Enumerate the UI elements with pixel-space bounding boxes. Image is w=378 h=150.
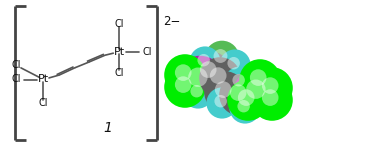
- Text: Pt: Pt: [38, 75, 49, 84]
- Point: [245, 99, 251, 101]
- Point: [237, 81, 243, 83]
- Point: [269, 99, 275, 101]
- Text: 2−: 2−: [163, 15, 181, 28]
- Point: [195, 76, 201, 78]
- Point: [180, 71, 186, 74]
- Point: [195, 92, 201, 94]
- Point: [253, 88, 259, 90]
- Point: [197, 79, 203, 81]
- Point: [241, 105, 247, 107]
- Point: [207, 71, 213, 73]
- Point: [220, 88, 226, 91]
- Point: [267, 96, 273, 99]
- Point: [232, 64, 238, 66]
- Point: [215, 74, 221, 77]
- Point: [219, 57, 225, 59]
- Point: [194, 90, 200, 92]
- Point: [180, 83, 186, 86]
- Point: [219, 102, 225, 104]
- Point: [202, 61, 208, 63]
- Point: [243, 96, 249, 99]
- Point: [242, 107, 248, 109]
- Point: [182, 74, 188, 76]
- Point: [255, 91, 261, 93]
- Point: [235, 79, 242, 81]
- Point: [257, 79, 263, 81]
- Text: Pt: Pt: [113, 47, 125, 57]
- Point: [182, 86, 188, 88]
- Text: 1: 1: [103, 121, 112, 135]
- Point: [201, 59, 207, 61]
- Point: [269, 87, 275, 89]
- Text: Cl: Cl: [11, 75, 21, 84]
- Point: [231, 62, 237, 64]
- Text: Cl: Cl: [143, 47, 152, 57]
- Text: Cl: Cl: [114, 19, 124, 29]
- Point: [255, 76, 261, 79]
- Point: [205, 68, 211, 71]
- Point: [217, 77, 223, 79]
- Text: Cl: Cl: [114, 69, 124, 78]
- Point: [267, 84, 273, 87]
- Point: [235, 91, 241, 94]
- Point: [217, 55, 223, 57]
- Point: [218, 100, 224, 102]
- Point: [222, 91, 228, 93]
- Text: Cl: Cl: [11, 60, 21, 70]
- Text: Cl: Cl: [39, 99, 48, 108]
- Point: [237, 94, 243, 96]
